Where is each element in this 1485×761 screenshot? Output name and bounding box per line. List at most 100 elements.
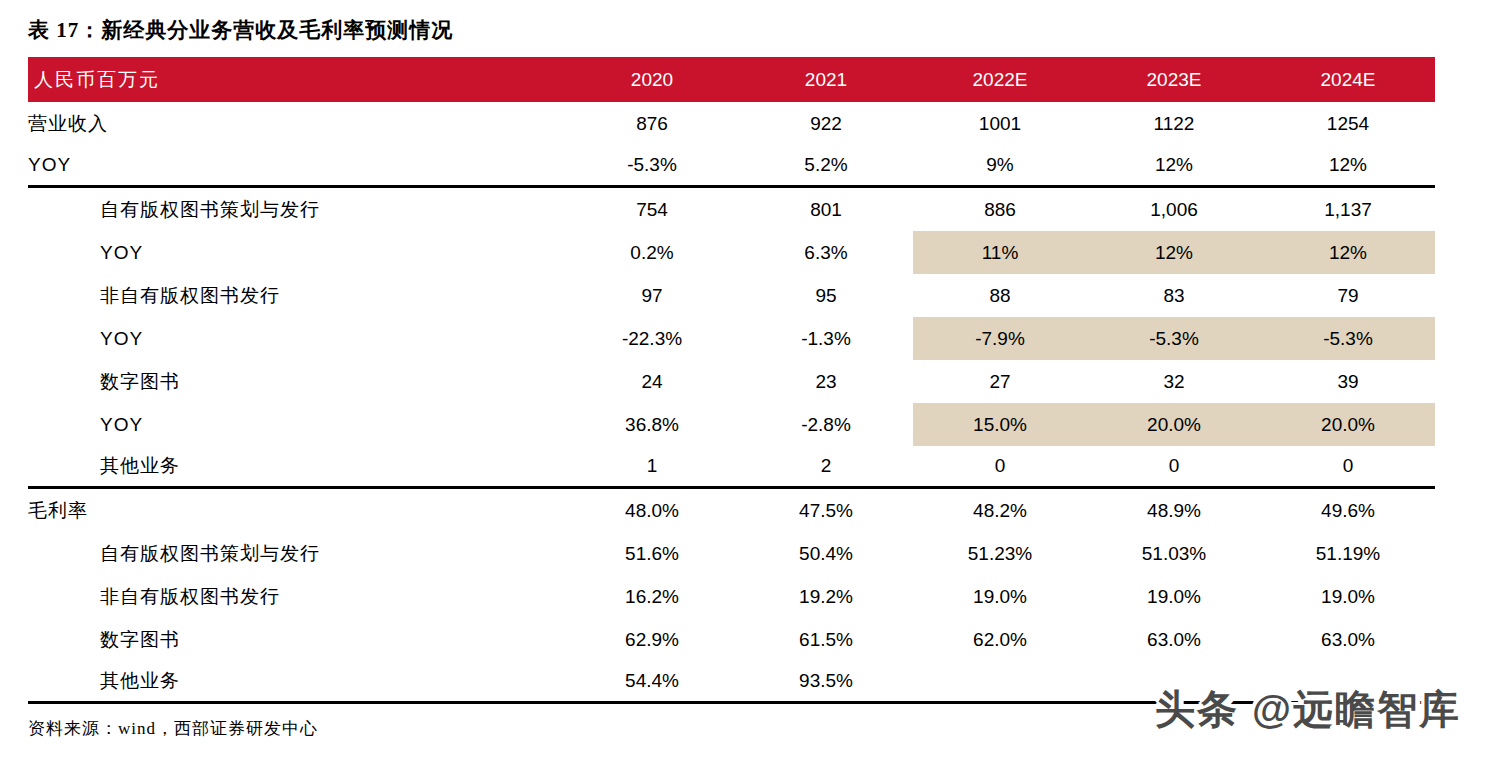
table-cell: 1122 [1087, 102, 1261, 145]
table-cell: -22.3% [565, 317, 739, 360]
column-header-2024e: 2024E [1261, 69, 1435, 91]
table-cell: 9% [913, 145, 1087, 185]
table-cell-highlighted: 12% [1261, 231, 1435, 274]
report-table: 人民币百万元 2020 2021 2022E 2023E 2024E 营业收入 … [28, 57, 1435, 704]
table-cell-highlighted: -5.3% [1087, 317, 1261, 360]
table-cell: 48.0% [565, 489, 739, 532]
table-cell: 23 [739, 360, 913, 403]
table-cell-highlighted: -7.9% [913, 317, 1087, 360]
table-cell: 1254 [1261, 102, 1435, 145]
column-header-2022e: 2022E [913, 69, 1087, 91]
table-cell: 19.2% [739, 575, 913, 618]
table-cell: 83 [1087, 274, 1261, 317]
table-cell: 47.5% [739, 489, 913, 532]
row-label: YOY [28, 145, 565, 185]
table-cell: 16.2% [565, 575, 739, 618]
table-cell: 2 [739, 446, 913, 486]
table-cell: 12% [1087, 145, 1261, 185]
table-cell: 876 [565, 102, 739, 145]
table-cell: 1 [565, 446, 739, 486]
row-label: 非自有版权图书发行 [28, 274, 565, 317]
table-cell: 19.0% [1087, 575, 1261, 618]
table-cell: 79 [1261, 274, 1435, 317]
watermark: 头条 @远瞻智库 [1155, 682, 1461, 737]
table-cell: 51.03% [1087, 532, 1261, 575]
table-row: YOY 36.8% -2.8% 15.0% 20.0% 20.0% [28, 403, 1435, 446]
table-cell: 1001 [913, 102, 1087, 145]
table-row: 非自有版权图书发行 16.2% 19.2% 19.0% 19.0% 19.0% [28, 575, 1435, 618]
table-cell: 61.5% [739, 618, 913, 661]
table-cell: 0 [913, 446, 1087, 486]
table-cell: 19.0% [913, 575, 1087, 618]
column-header-2020: 2020 [565, 69, 739, 91]
table-cell: 88 [913, 274, 1087, 317]
table-cell-highlighted: 15.0% [913, 403, 1087, 446]
row-label: 自有版权图书策划与发行 [28, 532, 565, 575]
row-label: 自有版权图书策划与发行 [28, 188, 565, 231]
table-title: 表 17：新经典分业务营收及毛利率预测情况 [28, 16, 1435, 44]
table-cell: 54.4% [565, 661, 739, 701]
table-cell: 48.2% [913, 489, 1087, 532]
table-row: 数字图书 62.9% 61.5% 62.0% 63.0% 63.0% [28, 618, 1435, 661]
table-cell: 27 [913, 360, 1087, 403]
row-label: 其他业务 [28, 661, 565, 701]
row-label: 数字图书 [28, 360, 565, 403]
table-cell: 49.6% [1261, 489, 1435, 532]
row-label: YOY [28, 231, 565, 274]
table-cell: 6.3% [739, 231, 913, 274]
table-cell: 63.0% [1087, 618, 1261, 661]
table-cell: 754 [565, 188, 739, 231]
table-row: 其他业务 1 2 0 0 0 [28, 446, 1435, 489]
table-cell: 48.9% [1087, 489, 1261, 532]
row-label: 营业收入 [28, 102, 565, 145]
table-cell: 1,006 [1087, 188, 1261, 231]
table-cell: 0.2% [565, 231, 739, 274]
table-cell: 51.23% [913, 532, 1087, 575]
table-cell: 32 [1087, 360, 1261, 403]
table-cell: 886 [913, 188, 1087, 231]
table-cell: 39 [1261, 360, 1435, 403]
table-cell-highlighted: 12% [1087, 231, 1261, 274]
table-cell: 63.0% [1261, 618, 1435, 661]
row-label: 毛利率 [28, 489, 565, 532]
table-cell: 95 [739, 274, 913, 317]
table-cell: 97 [565, 274, 739, 317]
table-cell-highlighted: 20.0% [1261, 403, 1435, 446]
row-label: 非自有版权图书发行 [28, 575, 565, 618]
table-row: 营业收入 876 922 1001 1122 1254 [28, 102, 1435, 145]
unit-label: 人民币百万元 [28, 67, 565, 93]
table-cell [913, 661, 1087, 701]
table-row: YOY 0.2% 6.3% 11% 12% 12% [28, 231, 1435, 274]
column-header-2023e: 2023E [1087, 69, 1261, 91]
table-cell: -5.3% [565, 145, 739, 185]
table-cell: 801 [739, 188, 913, 231]
table-cell: -2.8% [739, 403, 913, 446]
table-cell: 0 [1087, 446, 1261, 486]
table-cell: 19.0% [1261, 575, 1435, 618]
table-cell: 62.0% [913, 618, 1087, 661]
row-label: YOY [28, 317, 565, 360]
table-row: 数字图书 24 23 27 32 39 [28, 360, 1435, 403]
table-row: 非自有版权图书发行 97 95 88 83 79 [28, 274, 1435, 317]
table-row: 自有版权图书策划与发行 754 801 886 1,006 1,137 [28, 188, 1435, 231]
table-cell-highlighted: 20.0% [1087, 403, 1261, 446]
table-cell: 12% [1261, 145, 1435, 185]
table-cell: 50.4% [739, 532, 913, 575]
table-cell: 62.9% [565, 618, 739, 661]
table-cell: 0 [1261, 446, 1435, 486]
table-row: YOY -22.3% -1.3% -7.9% -5.3% -5.3% [28, 317, 1435, 360]
table-cell: -1.3% [739, 317, 913, 360]
row-label: YOY [28, 403, 565, 446]
table-cell-highlighted: -5.3% [1261, 317, 1435, 360]
report-page: 表 17：新经典分业务营收及毛利率预测情况 人民币百万元 2020 2021 2… [0, 0, 1485, 761]
row-label: 其他业务 [28, 446, 565, 486]
row-label: 数字图书 [28, 618, 565, 661]
table-cell: 5.2% [739, 145, 913, 185]
table-cell: 36.8% [565, 403, 739, 446]
column-header-2021: 2021 [739, 69, 913, 91]
table-cell: 51.19% [1261, 532, 1435, 575]
table-cell: 1,137 [1261, 188, 1435, 231]
table-cell: 24 [565, 360, 739, 403]
table-cell-highlighted: 11% [913, 231, 1087, 274]
table-cell: 922 [739, 102, 913, 145]
